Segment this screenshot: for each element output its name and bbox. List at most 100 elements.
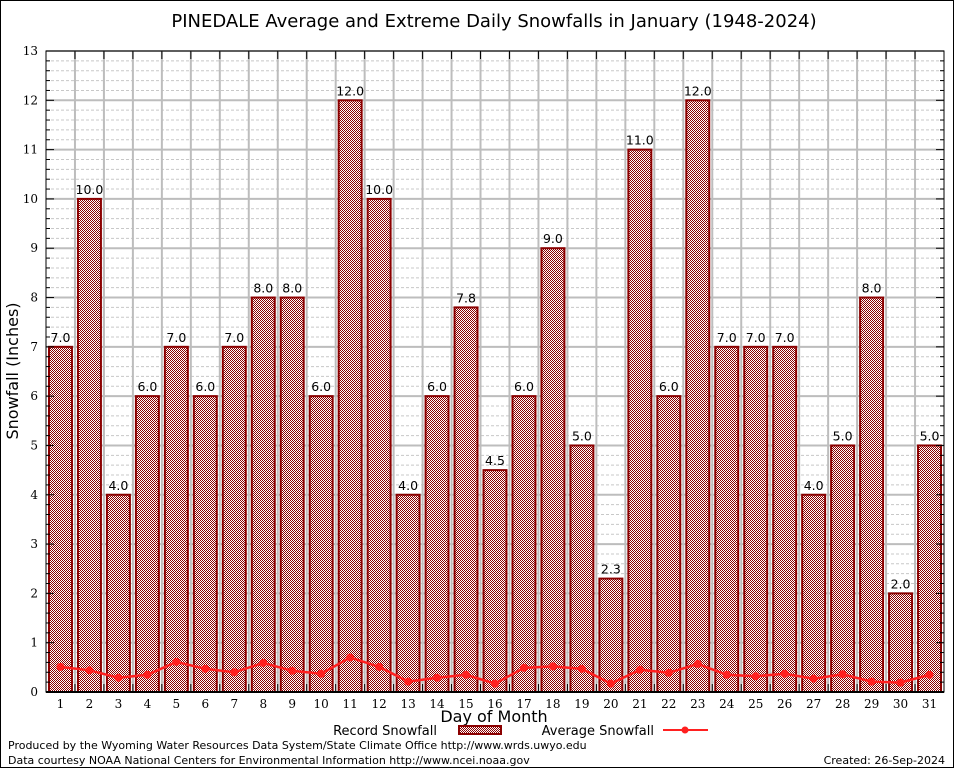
bar-value-label: 7.0 xyxy=(51,330,71,345)
average-point xyxy=(462,670,471,679)
y-tick-label: 0 xyxy=(30,685,38,699)
chart-title: PINEDALE Average and Extreme Daily Snowf… xyxy=(171,11,816,32)
y-tick-label: 10 xyxy=(23,192,38,206)
average-point xyxy=(519,663,528,672)
y-axis-label: Snowfall (Inches) xyxy=(3,302,22,439)
footer-produced-by: Produced by the Wyoming Water Resources … xyxy=(8,739,587,752)
record-bar xyxy=(540,247,566,693)
footer-data-courtesy: Data courtesy NOAA National Centers for … xyxy=(8,754,530,767)
x-tick-label: 3 xyxy=(115,697,123,711)
record-bar xyxy=(830,444,856,694)
x-tick-labels: 1 2 3 4 5 6 7 8 9 10 11 12 13 14 15 16 17 18 19 20 21 22 23 24 2… xyxy=(57,697,937,711)
average-point xyxy=(230,668,239,677)
average-point xyxy=(56,662,65,671)
bar-value-label: 2.3 xyxy=(601,562,621,577)
record-bar xyxy=(221,345,247,693)
x-tick-label: 26 xyxy=(777,697,792,711)
x-axis-label: Day of Month xyxy=(440,707,547,726)
average-point xyxy=(548,662,557,671)
bar-value-label: 11.0 xyxy=(626,133,654,148)
record-bar xyxy=(250,296,276,693)
y-tick-label: 2 xyxy=(30,586,38,600)
average-point xyxy=(925,670,934,679)
average-point xyxy=(809,674,818,683)
record-bar xyxy=(279,296,305,693)
record-bar xyxy=(714,345,740,693)
record-bar xyxy=(337,99,363,694)
x-tick-label: 18 xyxy=(545,697,560,711)
x-tick-label: 5 xyxy=(173,697,181,711)
average-point xyxy=(722,670,731,679)
x-tick-label: 23 xyxy=(690,697,705,711)
bar-value-label: 7.8 xyxy=(456,290,476,305)
record-bar xyxy=(569,444,595,694)
record-bar xyxy=(134,395,160,693)
x-tick-label: 2 xyxy=(86,697,94,711)
record-bar xyxy=(859,296,885,693)
x-tick-label: 21 xyxy=(632,697,647,711)
bar-value-label: 6.0 xyxy=(427,379,447,394)
legend-swatch-record xyxy=(458,725,502,735)
average-point xyxy=(751,672,760,681)
y-tick-label: 8 xyxy=(30,291,38,305)
average-point xyxy=(433,673,442,682)
average-point xyxy=(693,659,702,668)
record-bars xyxy=(48,99,943,694)
record-bar xyxy=(366,197,392,694)
x-tick-label: 31 xyxy=(922,697,937,711)
record-bar xyxy=(772,345,798,693)
bar-value-label: 4.0 xyxy=(108,478,128,493)
bar-value-label: 6.0 xyxy=(137,379,157,394)
x-tick-label: 14 xyxy=(429,697,445,711)
bar-value-label: 7.0 xyxy=(746,330,766,345)
record-bar xyxy=(598,577,624,693)
average-point xyxy=(491,679,499,688)
bar-value-label: 6.0 xyxy=(659,379,679,394)
record-bar xyxy=(627,148,653,694)
x-tick-label: 25 xyxy=(748,697,763,711)
average-point xyxy=(85,666,94,675)
bar-value-label: 6.0 xyxy=(195,379,215,394)
bar-value-label: 12.0 xyxy=(684,83,712,98)
record-bar xyxy=(395,493,421,693)
bar-value-label: 7.0 xyxy=(775,330,795,345)
bar-value-label: 6.0 xyxy=(311,379,331,394)
average-point xyxy=(896,678,905,687)
bar-value-label: 9.0 xyxy=(543,231,563,246)
bar-value-label: 7.0 xyxy=(717,330,737,345)
average-point xyxy=(606,679,615,688)
bar-value-label: 6.0 xyxy=(514,379,534,394)
x-tick-label: 30 xyxy=(893,697,908,711)
y-tick-label: 11 xyxy=(23,143,38,157)
x-tick-label: 15 xyxy=(458,697,473,711)
average-point xyxy=(201,664,210,673)
record-bar xyxy=(76,197,102,694)
x-tick-label: 4 xyxy=(144,697,152,711)
record-bar xyxy=(656,395,682,693)
x-tick-label: 29 xyxy=(864,697,879,711)
bar-value-label: 4.0 xyxy=(398,478,418,493)
record-bar xyxy=(424,395,450,693)
average-point xyxy=(780,669,789,678)
bar-value-label: 4.5 xyxy=(485,453,505,468)
record-bar xyxy=(801,493,827,693)
x-tick-label: 24 xyxy=(719,697,735,711)
x-tick-label: 28 xyxy=(835,697,850,711)
bar-value-label: 12.0 xyxy=(336,83,364,98)
x-tick-label: 20 xyxy=(603,697,618,711)
average-point xyxy=(867,677,876,686)
y-tick-label: 1 xyxy=(30,636,38,650)
y-tick-label: 3 xyxy=(30,537,38,551)
bar-value-label: 10.0 xyxy=(365,182,393,197)
average-point xyxy=(404,677,413,686)
bar-value-label: 10.0 xyxy=(76,182,104,197)
legend: Record Snowfall Average Snowfall xyxy=(333,724,708,739)
record-bar xyxy=(917,444,943,694)
record-bar xyxy=(888,592,914,694)
legend-label-record: Record Snowfall xyxy=(333,724,437,739)
average-point xyxy=(114,673,123,682)
y-tick-label: 6 xyxy=(30,389,38,403)
record-bar xyxy=(482,469,508,693)
